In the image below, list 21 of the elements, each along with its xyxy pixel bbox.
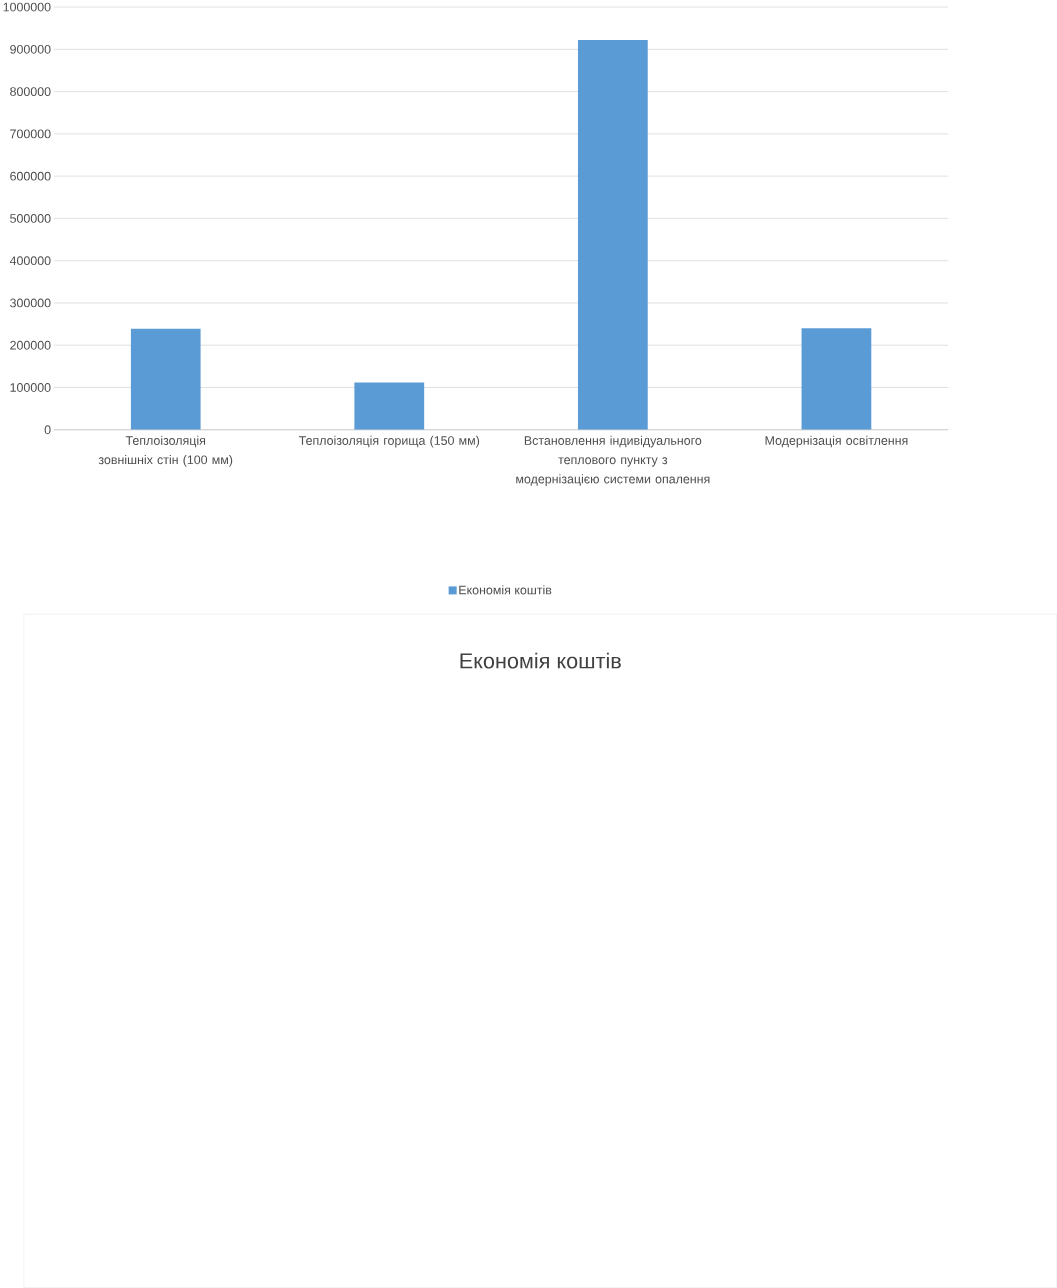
y-tick-label: 600000 bbox=[10, 171, 51, 181]
y-tick-label: 300000 bbox=[10, 298, 51, 308]
y-tick-label: 0 bbox=[44, 425, 51, 435]
bar bbox=[801, 328, 872, 430]
y-tick-label: 700000 bbox=[10, 129, 51, 139]
text: Економія коштів bbox=[460, 652, 621, 669]
bar bbox=[130, 328, 201, 430]
y-tick-label: 900000 bbox=[10, 44, 51, 54]
y-tick-label: 1000000 bbox=[3, 2, 51, 12]
y-tick-label: 800000 bbox=[10, 87, 51, 97]
bar bbox=[354, 382, 425, 430]
x-tick-label: Теплоізоляція зовнішніх стін (100 мм) bbox=[98, 435, 233, 467]
y-tick-label: 200000 bbox=[10, 340, 51, 350]
bar bbox=[577, 40, 648, 430]
y-tick-label: 500000 bbox=[10, 214, 51, 223]
x-tick-label: Модернізація освітлення bbox=[765, 435, 908, 448]
y-tick-label: 100000 bbox=[10, 383, 51, 392]
y-tick-label: 400000 bbox=[9, 256, 51, 266]
legend-label: Економія коштів bbox=[459, 585, 552, 595]
x-tick-label: Теплоізоляція горища (150 мм) bbox=[299, 435, 480, 448]
x-tick-label: Встановлення індивідуального теплового пункту з модернізацією системи опалення bbox=[516, 435, 710, 486]
